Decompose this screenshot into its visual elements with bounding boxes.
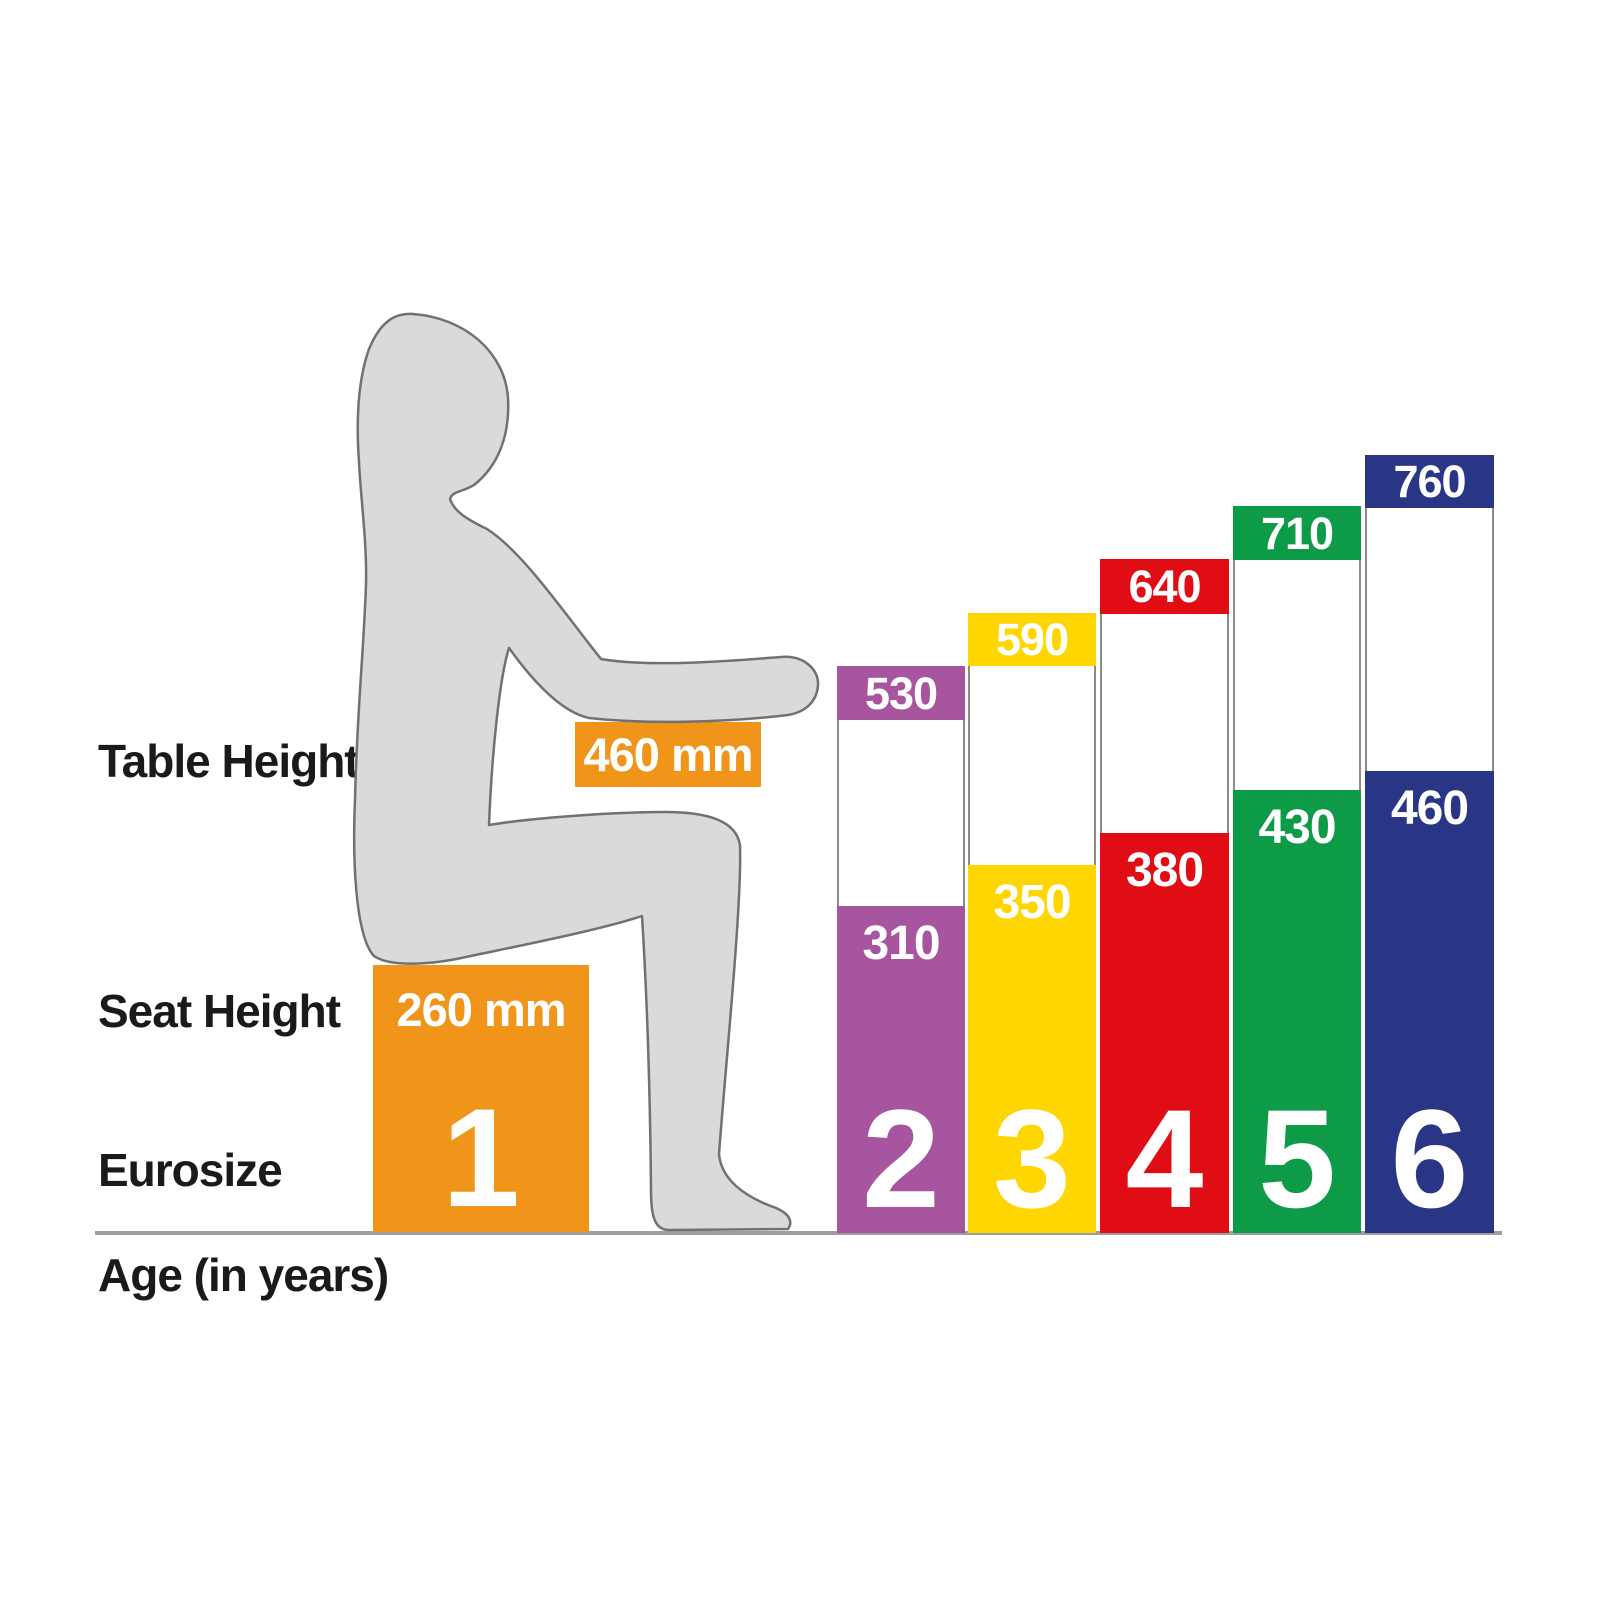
seat-section: 310 2 [837,906,965,1233]
table-height-label: Table Height [98,735,360,787]
seat-section: 350 3 [968,865,1096,1233]
column-middle [837,720,965,906]
eurosize-number-1: 1 [442,1078,520,1236]
table-height-value: 640 [1128,561,1201,612]
seat-height-value-1: 260 mm [396,983,566,1036]
seat-height-value: 350 [993,876,1071,929]
column-middle [1233,560,1361,790]
table-height-value: 710 [1260,507,1334,559]
table-height-cap: 590 [968,613,1096,666]
size-column: 710 430 5 [1233,506,1361,1233]
eurosize-number: 5 [1258,1079,1336,1237]
table-height-cap: 760 [1365,455,1494,508]
table-height-value: 590 [995,614,1069,665]
seat-section: 460 6 [1365,771,1494,1233]
table-height-cap: 640 [1100,559,1229,614]
seat-height-value: 430 [1258,801,1336,854]
seat-section: 380 4 [1100,833,1229,1233]
seat-block-size-1: 260 mm 1 [373,965,589,1232]
column-middle [1365,508,1494,771]
size-column: 640 380 4 [1100,559,1229,1233]
baseline [95,1231,1502,1235]
table-height-cap: 530 [837,666,965,720]
table-height-value: 760 [1393,456,1466,507]
size-column: 590 350 3 [968,613,1096,1233]
table-block-size-1: 460 mm [575,722,761,787]
seat-height-value: 310 [862,917,940,970]
age-axis-label: Age (in years) [98,1249,389,1301]
column-middle [1100,614,1229,833]
size-column: 760 460 6 [1365,455,1494,1233]
eurosize-number: 4 [1125,1079,1204,1237]
seat-height-value: 380 [1125,844,1204,897]
eurosize-number: 6 [1390,1079,1469,1237]
eurosize-number: 3 [993,1079,1071,1237]
size-column: 530 310 2 [837,666,965,1233]
eurosize-label: Eurosize [98,1144,283,1196]
table-height-value: 530 [864,667,938,719]
table-height-value-1: 460 mm [583,728,753,781]
seat-height-value: 460 [1390,782,1469,835]
table-height-cap: 710 [1233,506,1361,560]
column-middle [968,666,1096,865]
seat-section: 430 5 [1233,790,1361,1233]
eurosize-number: 2 [862,1079,940,1237]
seat-height-label: Seat Height [98,985,341,1037]
